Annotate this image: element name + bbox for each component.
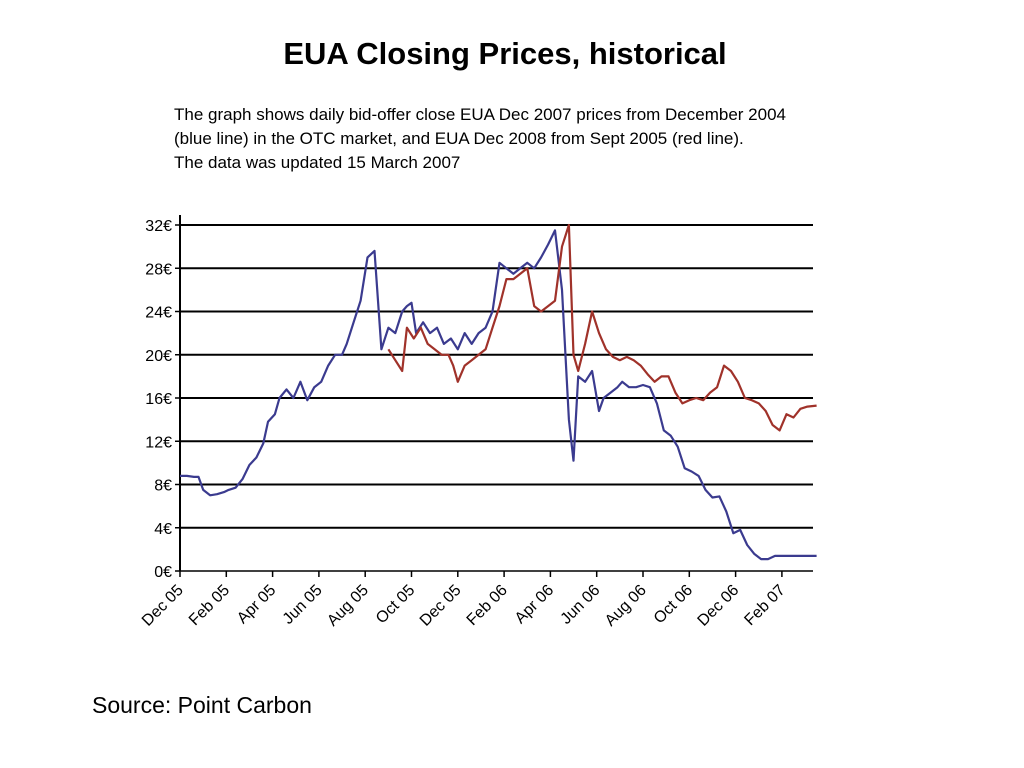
description-line-2: (blue line) in the OTC market, and EUA D… [174,129,744,148]
series-line-blue [180,229,817,561]
description-line-3: The data was updated 15 March 2007 [174,153,461,172]
description-line-1: The graph shows daily bid-offer close EU… [174,105,786,124]
x-tick-label: Apr 06 [512,582,557,627]
x-tick-label: Dec 05 [139,582,187,630]
y-tick-label: 32€ [145,218,172,235]
x-tick-label: Feb 07 [741,582,788,629]
x-tick-label: Dec 05 [417,582,465,630]
source-note: Source: Point Carbon [92,692,312,718]
y-tick-label: 4€ [154,521,172,538]
x-tick-label: Jun 06 [558,582,604,628]
y-tick-label: 8€ [154,478,172,495]
y-tick-label: 16€ [145,391,172,408]
y-tick-label: 24€ [145,305,172,322]
chart-title: EUA Closing Prices, historical [283,36,727,71]
y-tick-label: 20€ [145,348,172,365]
y-tick-label: 0€ [154,564,172,581]
x-tick-label: Aug 06 [602,582,650,630]
series-line-red [387,223,817,432]
x-tick-label: Dec 06 [695,582,743,630]
x-tick-label: Aug 05 [324,582,372,630]
x-tick-label: Oct 06 [651,582,696,627]
x-tick-label: Feb 06 [464,582,511,629]
y-tick-label: 12€ [145,434,172,451]
x-tick-label: Feb 05 [186,582,233,629]
x-tick-label: Apr 05 [234,582,279,627]
description: The graph shows daily bid-offer close EU… [174,103,914,175]
y-tick-label: 28€ [145,261,172,278]
x-tick-label: Jun 05 [280,582,326,628]
x-tick-label: Oct 05 [373,582,418,627]
